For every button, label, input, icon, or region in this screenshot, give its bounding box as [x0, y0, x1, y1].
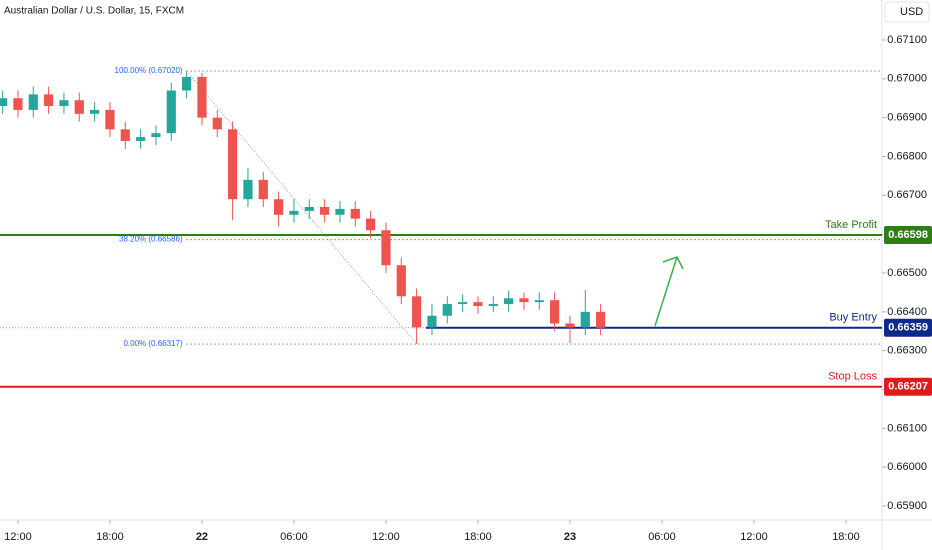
- y-tick-label: 0.66500: [887, 267, 927, 279]
- candle-body: [519, 298, 529, 303]
- x-tick-label: 12:00: [4, 531, 32, 543]
- candle-body: [550, 300, 560, 324]
- candle-body: [458, 302, 468, 305]
- candle-body: [427, 315, 437, 328]
- candle-body: [320, 206, 330, 215]
- candle-body: [274, 199, 284, 215]
- candle-body: [136, 137, 146, 141]
- y-tick-label: 0.66400: [887, 306, 927, 318]
- candle-body: [0, 98, 8, 107]
- candle-body: [212, 117, 222, 130]
- level-price: 0.66207: [888, 381, 928, 393]
- fib-trend-line: [186, 70, 418, 345]
- level-badge: [884, 225, 932, 244]
- candle-body: [442, 304, 452, 316]
- x-tick-label: 22: [196, 531, 208, 543]
- y-tick-label: 0.66000: [887, 461, 927, 473]
- candle-body: [197, 76, 207, 118]
- currency-box[interactable]: [884, 1, 930, 23]
- candle-body: [90, 109, 100, 114]
- candle-body: [166, 90, 176, 134]
- x-tick-label: 12:00: [740, 531, 768, 543]
- candle-body: [396, 265, 406, 297]
- fib-label: 100.00% (0.67020): [115, 66, 183, 75]
- y-tick-label: 0.66300: [887, 345, 927, 357]
- currency: USD: [900, 6, 923, 18]
- candle-body: [335, 208, 345, 215]
- y-tick-label: 0.67100: [887, 34, 927, 46]
- x-tick-label: 18:00: [96, 531, 124, 543]
- candle-body: [182, 76, 192, 91]
- candle-body: [44, 94, 54, 107]
- candle-body: [228, 129, 238, 200]
- candle-body: [565, 323, 575, 328]
- candle-body: [120, 129, 130, 141]
- x-tick-label: 18:00: [464, 531, 492, 543]
- candle-body: [74, 100, 84, 114]
- y-tick-label: 0.67000: [887, 73, 927, 85]
- chart-title: Australian Dollar / U.S. Dollar, 15, FXC…: [4, 6, 184, 17]
- candle-body: [59, 100, 69, 107]
- fib-label: 38.20% (0.66586): [119, 235, 183, 244]
- x-tick-label: 18:00: [832, 531, 860, 543]
- x-tick-label: 23: [564, 531, 576, 543]
- candle-body: [28, 94, 38, 110]
- y-tick-label: 0.66900: [887, 112, 927, 124]
- candle-body: [381, 230, 391, 266]
- arrow: [654, 256, 684, 327]
- arrow-shaft: [654, 256, 678, 327]
- x-tick-label: 12:00: [372, 531, 400, 543]
- level-badge: [884, 318, 932, 337]
- candle-body: [412, 296, 422, 328]
- candle-body: [258, 179, 268, 200]
- candle-body: [13, 98, 23, 110]
- candle-body: [243, 179, 253, 200]
- candle-body: [580, 311, 590, 328]
- candle-body: [105, 109, 115, 130]
- x-tick-label: 06:00: [648, 531, 676, 543]
- level-name: Stop Loss: [828, 371, 877, 383]
- candle-body: [151, 133, 161, 138]
- y-tick-label: 0.66800: [887, 150, 927, 162]
- candle-body: [488, 304, 498, 307]
- fib-label: 0.00% (0.66317): [123, 339, 182, 348]
- x-tick-label: 06:00: [280, 531, 308, 543]
- candle-body: [596, 311, 606, 328]
- level-name: Buy Entry: [829, 312, 877, 324]
- candle-body: [366, 218, 376, 231]
- arrow-head: [662, 256, 684, 270]
- y-tick-label: 0.65900: [887, 500, 927, 512]
- level-badge: [884, 377, 932, 396]
- level-price: 0.66598: [888, 229, 928, 241]
- y-tick-label: 0.66700: [887, 189, 927, 201]
- y-tick-label: 0.66100: [887, 422, 927, 434]
- level-price: 0.66359: [888, 322, 928, 334]
- candle-body: [504, 298, 514, 305]
- level-name: Take Profit: [825, 219, 877, 231]
- candle-body: [289, 210, 299, 215]
- candle-body: [473, 302, 483, 307]
- candle-body: [304, 206, 314, 211]
- candle-body: [350, 208, 360, 219]
- candle-body: [534, 300, 544, 303]
